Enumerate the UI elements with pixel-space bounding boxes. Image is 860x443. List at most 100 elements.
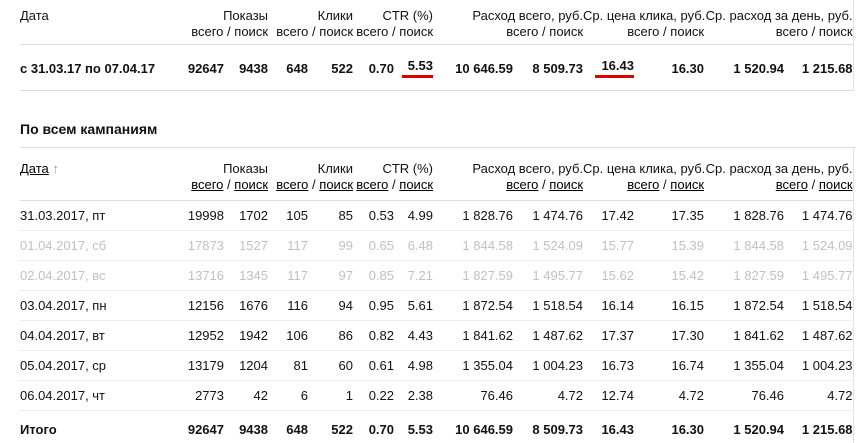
sort-by-total-link[interactable]: всего <box>627 177 660 192</box>
row-value: 1 827.59 <box>433 260 513 291</box>
sub-label-separator: / <box>312 177 316 192</box>
sort-by-search-link[interactable]: поиск <box>549 177 583 192</box>
row-value: 1 828.76 <box>433 200 513 231</box>
row-value: 17.42 <box>583 200 634 231</box>
sort-by-search-link[interactable]: поиск <box>399 177 433 192</box>
total-value: 9438 <box>224 410 268 443</box>
row-value: 1 524.09 <box>513 230 583 261</box>
row-value: 1 355.04 <box>704 350 785 381</box>
summary-header-group: Расход всего, руб. всего / поиск <box>433 0 583 45</box>
row-value: 1 <box>308 380 353 411</box>
summary-table: Дата Показы всего / поиск Клики всего / … <box>20 0 854 91</box>
row-value: 1 355.04 <box>433 350 513 381</box>
campaigns-table-body: 31.03.2017, пт 19998 1702 105 85 0.53 4.… <box>20 200 854 411</box>
column-group-label: CTR (%) <box>382 8 433 23</box>
row-value: 17.30 <box>634 320 705 351</box>
sub-label-search: поиск <box>549 24 583 39</box>
total-value: 0.70 <box>353 410 394 443</box>
sort-by-total-link[interactable]: всего <box>356 177 389 192</box>
sort-ascending-icon: ↑ <box>52 161 59 176</box>
row-value: 0.61 <box>353 350 394 381</box>
summary-value: 92647 <box>171 44 224 91</box>
row-value: 4.98 <box>394 350 433 381</box>
summary-value: 16.30 <box>634 44 705 91</box>
column-group-label: Ср. цена клика, руб. <box>583 8 706 23</box>
row-value: 17.37 <box>583 320 634 351</box>
row-date: 31.03.2017, пт <box>20 200 171 231</box>
sub-label-separator: / <box>663 24 667 39</box>
sub-label-separator: / <box>811 24 816 39</box>
sub-label-search: поиск <box>234 24 268 39</box>
column-sub-links: всего / поиск <box>171 177 268 193</box>
row-value: 81 <box>268 350 308 381</box>
row-value: 97 <box>308 260 353 291</box>
total-value: 1 215.68 <box>784 410 854 443</box>
row-value: 4.99 <box>394 200 433 231</box>
row-value: 1345 <box>224 260 268 291</box>
summary-value: 522 <box>308 44 353 91</box>
total-row: Итого 92647 9438 648 522 0.70 5.53 10 64… <box>20 410 854 443</box>
row-value: 0.95 <box>353 290 394 321</box>
row-value: 1 495.77 <box>784 260 854 291</box>
column-group-label: Клики <box>317 161 353 176</box>
row-value: 4.72 <box>634 380 705 411</box>
sort-by-search-link[interactable]: поиск <box>319 177 353 192</box>
column-group-label: Расход всего, руб. <box>472 8 583 23</box>
summary-header-row: Дата Показы всего / поиск Клики всего / … <box>20 0 854 45</box>
sub-label-search: поиск <box>319 24 353 39</box>
row-value: 6 <box>268 380 308 411</box>
row-value: 1204 <box>224 350 268 381</box>
table-row: 31.03.2017, пт 19998 1702 105 85 0.53 4.… <box>20 200 854 231</box>
row-value: 5.61 <box>394 290 433 321</box>
sort-by-search-link[interactable]: поиск <box>234 177 268 192</box>
row-value: 85 <box>308 200 353 231</box>
sort-by-total-link[interactable]: всего <box>191 177 224 192</box>
row-value: 12952 <box>171 320 224 351</box>
row-value: 1 004.23 <box>513 350 583 381</box>
row-value: 1 828.76 <box>704 200 785 231</box>
sort-by-total-link[interactable]: всего <box>506 177 539 192</box>
column-sub-labels: всего / поиск <box>704 24 853 40</box>
sub-label-search: поиск <box>670 24 705 39</box>
sort-by-total-link[interactable]: всего <box>276 177 309 192</box>
summary-period: с 31.03.17 по 07.04.17 <box>20 44 171 91</box>
sort-by-search-link[interactable]: поиск <box>670 177 705 192</box>
row-value: 0.65 <box>353 230 394 261</box>
sort-by-search-link[interactable]: поиск <box>818 177 853 192</box>
column-sub-labels: всего / поиск <box>171 24 268 40</box>
total-value: 92647 <box>171 410 224 443</box>
sort-by-date-link[interactable]: Дата <box>20 161 49 176</box>
campaigns-header-group: Показы всего / поиск <box>171 148 268 201</box>
row-value: 2773 <box>171 380 224 411</box>
row-value: 7.21 <box>394 260 433 291</box>
row-value: 1 518.54 <box>784 290 854 321</box>
row-value: 4.72 <box>513 380 583 411</box>
column-sub-labels: всего / поиск <box>353 24 433 40</box>
column-sub-links: всего / поиск <box>704 177 853 193</box>
column-sub-links: всего / поиск <box>268 177 353 193</box>
total-value: 648 <box>268 410 308 443</box>
sub-label-separator: / <box>542 177 546 192</box>
row-value: 60 <box>308 350 353 381</box>
row-value: 1 474.76 <box>513 200 583 231</box>
column-sub-labels: всего / поиск <box>433 24 583 40</box>
summary-row: с 31.03.17 по 07.04.17 92647 9438 648 52… <box>20 44 854 91</box>
sort-by-total-link[interactable]: всего <box>775 177 808 192</box>
summary-value: 1 215.68 <box>784 44 854 91</box>
total-value: 5.53 <box>394 410 433 443</box>
row-value: 2.38 <box>394 380 433 411</box>
row-value: 105 <box>268 200 308 231</box>
total-value: 16.30 <box>634 410 705 443</box>
sub-label-separator: / <box>392 177 396 192</box>
summary-header-group: Ср. расход за день, руб. всего / поиск <box>704 0 854 45</box>
summary-value: 16.43 <box>583 44 634 91</box>
row-value: 116 <box>268 290 308 321</box>
row-value: 117 <box>268 260 308 291</box>
row-value: 0.82 <box>353 320 394 351</box>
column-sub-links: всего / поиск <box>433 177 583 193</box>
column-group-label: Показы <box>223 8 268 23</box>
row-value: 16.14 <box>583 290 634 321</box>
row-value: 16.74 <box>634 350 705 381</box>
row-value: 4.43 <box>394 320 433 351</box>
